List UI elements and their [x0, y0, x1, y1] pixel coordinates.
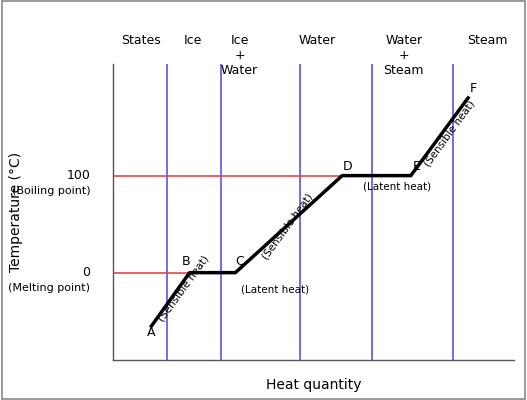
- Text: States: States: [121, 34, 160, 47]
- Text: Water
+
Steam: Water + Steam: [384, 34, 424, 77]
- Text: F: F: [470, 82, 477, 95]
- Text: Ice
+
Water: Ice + Water: [221, 34, 258, 77]
- Text: (Melting point): (Melting point): [8, 283, 91, 293]
- Text: 100: 100: [66, 169, 91, 182]
- Text: (Boiling point): (Boiling point): [12, 186, 91, 196]
- Text: 0: 0: [82, 266, 91, 279]
- Text: Heat quantity: Heat quantity: [266, 378, 362, 392]
- Text: (Sensible heat): (Sensible heat): [156, 254, 210, 323]
- Text: Steam: Steam: [467, 34, 508, 47]
- Text: C: C: [235, 255, 243, 268]
- Text: (Latent heat): (Latent heat): [241, 284, 309, 294]
- Text: Temperature (°C): Temperature (°C): [9, 152, 23, 272]
- Text: (Sensible heat): (Sensible heat): [422, 98, 477, 168]
- Text: (Latent heat): (Latent heat): [363, 181, 431, 191]
- Text: [Fig.2] Three states of water, sensible heat & latent heat: [Fig.2] Three states of water, sensible …: [12, 19, 520, 35]
- Text: (Sensible heat): (Sensible heat): [260, 191, 315, 261]
- Text: D: D: [343, 160, 353, 173]
- Text: E: E: [413, 160, 421, 173]
- Text: Ice: Ice: [184, 34, 202, 47]
- Text: B: B: [181, 255, 190, 268]
- Text: Water: Water: [299, 34, 336, 47]
- Text: A: A: [147, 326, 155, 339]
